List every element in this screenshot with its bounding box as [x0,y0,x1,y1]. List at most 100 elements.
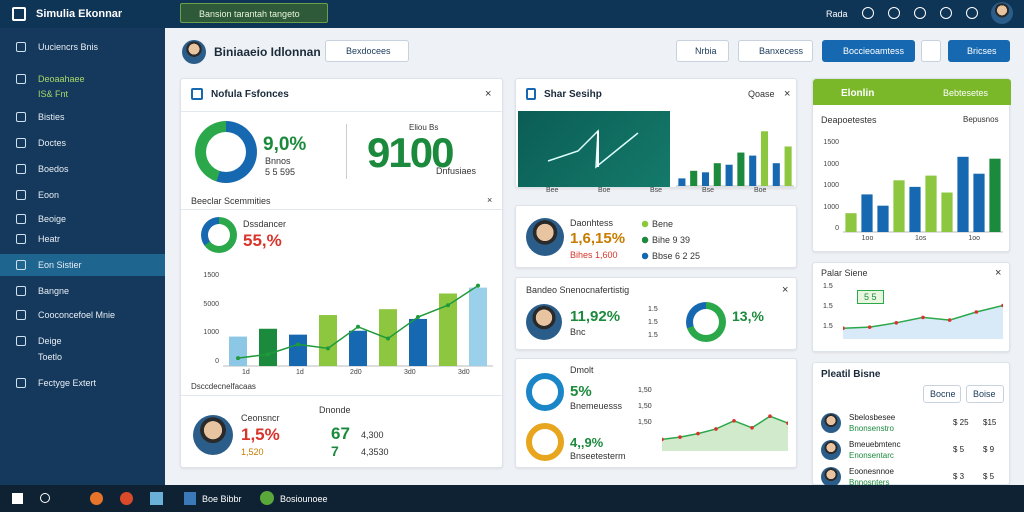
card-action[interactable]: Bebtesetes [943,88,989,98]
x-tick-label: 1os [915,235,927,242]
kpi-label: Dnfusiaes [436,166,477,176]
stat-value: 4,300 [361,430,384,440]
nav-label: Bangne [38,286,70,296]
x-tick-label: 1oo [968,235,981,242]
app-icon[interactable] [90,492,103,505]
search-box[interactable]: Bansion tarantah tangeto [180,3,328,23]
bar [259,328,277,366]
nav-item[interactable]: Cooconcefoel Mnie [0,304,165,326]
bar [229,336,247,366]
nav-item[interactable]: Boedos [0,158,165,180]
donut [526,373,564,411]
dropdown[interactable]: Bexdocees [325,40,409,62]
nav-item[interactable]: IS& Fnt [0,83,165,105]
button[interactable]: Bocne [923,385,961,403]
metric-label: Bnc [570,327,586,337]
line-point [236,356,240,361]
nav-item[interactable]: Doctes [0,132,165,154]
button[interactable]: Nrbia [676,40,729,62]
divider [181,395,504,396]
x-tick-label: Bse [650,187,663,194]
x-tick-label: Boe [598,187,611,194]
app-title: Simulia Ekonnar [36,8,123,20]
icon[interactable] [940,7,952,19]
nav-item[interactable]: Uuciencrs Bnis [0,36,165,58]
start-button[interactable] [12,493,23,504]
row-value: $ 5 [953,445,965,454]
nav-item[interactable]: Fectyge Extert [0,372,165,394]
x-tick-label: 3d0 [458,369,470,376]
bar [861,194,873,232]
close-button[interactable]: × [782,284,789,296]
taskbar-app[interactable]: Bosiounoee [280,494,328,504]
icon[interactable] [888,7,900,19]
donut [201,217,237,253]
card-title: Pleatil Bisne [821,369,881,380]
icon[interactable] [862,7,874,19]
chart-caption: Dsccdecnelfacaas [191,382,256,391]
button[interactable]: Boise [966,385,1004,403]
row-sub: Bnnosnters [849,478,890,487]
line-point [732,419,736,423]
app-icon[interactable] [150,492,163,505]
y-tick-label: 1000 [823,203,839,211]
legend-item: Bihe 9 39 [642,235,691,245]
nav-item[interactable]: Bangne [0,280,165,302]
row-avatar [821,440,841,460]
nav-item[interactable]: Deoaahaee [0,68,165,90]
row-name: Eoonesnnoe [849,467,894,476]
button[interactable]: Boccieoamtess [822,40,915,62]
button[interactable] [921,40,941,62]
close-button[interactable]: × [995,267,1002,279]
nav-item[interactable]: Bisties [0,106,165,128]
bar [784,146,792,186]
card: Shar Sesihp Qoase × Bee Boe Bse Bse Boe [515,78,797,194]
app-icon[interactable] [120,492,133,505]
button[interactable]: Bricses [948,40,1010,62]
metric-value: 4,,9% [570,435,604,450]
nav-icon [16,42,26,52]
stat-value: 4,3530 [361,447,389,457]
line-point [696,431,700,436]
nav-item[interactable]: Heatr [0,228,165,250]
nav-item[interactable]: Eon Sistier [0,254,165,276]
area-chart [843,303,1003,339]
search-link[interactable]: Qoase [748,89,775,99]
icon[interactable] [914,7,926,19]
y-tick-label: 1500 [203,272,219,279]
user-link[interactable]: Rada [826,9,848,19]
nav-item[interactable]: Deige [0,330,165,352]
bar [957,156,969,232]
search-icon[interactable] [40,493,50,503]
close-button[interactable]: × [485,88,492,100]
tick-label: 1.5 [823,303,833,310]
bar [989,158,1001,232]
button[interactable]: Banxecess [738,40,813,62]
nav-item[interactable]: Toetlo [0,346,165,368]
app-icon[interactable] [184,492,196,505]
nav-icon [16,336,26,346]
nav-item[interactable]: Eoon [0,184,165,206]
line-point [266,352,270,357]
y-axis: 1500 1000 1000 1000 0 [817,139,839,239]
stat-value: 7 [331,443,339,459]
line-point [476,283,480,288]
metric-label: Ceonsncr [241,413,280,423]
x-tick-label: 1d [242,369,250,376]
user-avatar[interactable] [991,2,1013,24]
card: Elonlin Bebtesetes Deapoetestes Bepusnos… [812,78,1011,252]
app-icon[interactable] [260,491,274,505]
bar [973,173,985,232]
x-axis: Bee Boe Bse Bse Boe [528,187,788,197]
nav-item[interactable]: Beoige [0,208,165,230]
close-button[interactable]: × [784,88,791,100]
line-point [750,426,754,430]
taskbar: Boe Bibbr Bosiounoee [0,485,1024,512]
metric-value: 11,92% [570,308,621,325]
metric-value: 1,6,15% [570,230,626,247]
close-button[interactable]: × [487,195,493,205]
taskbar-app[interactable]: Boe Bibbr [202,494,242,504]
icon[interactable] [966,7,978,19]
y-axis: 1500 5000 1000 0 [197,272,219,372]
nav-label: Eon Sistier [38,260,82,270]
